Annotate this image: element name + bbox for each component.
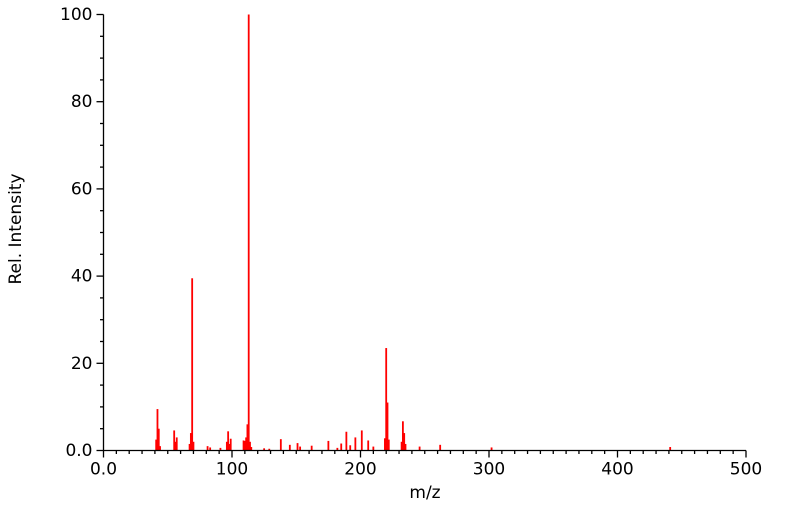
spectrum-peak bbox=[669, 447, 672, 451]
spectrum-peak bbox=[228, 443, 231, 451]
spectrum-peak bbox=[296, 443, 299, 451]
x-tick-label: 0.0 bbox=[90, 460, 117, 480]
spectrum-peak bbox=[189, 433, 192, 451]
x-tick-label: 100 bbox=[216, 460, 248, 480]
y-tick-label: 80 bbox=[71, 92, 93, 112]
x-tick-label: 300 bbox=[473, 460, 505, 480]
spectrum-peak bbox=[245, 437, 248, 451]
spectrum-peak bbox=[227, 431, 230, 451]
spectrum-peak bbox=[246, 424, 249, 451]
spectrum-peak bbox=[327, 440, 330, 451]
spectrum-peak bbox=[155, 439, 158, 451]
spectrum-peak bbox=[384, 438, 386, 451]
spectrum-peak bbox=[175, 437, 178, 451]
spectrum-peak bbox=[250, 447, 253, 451]
spectrum-peak bbox=[209, 447, 212, 451]
y-axis-title: Rel. Intensity bbox=[6, 173, 26, 285]
y-tick-label: 100 bbox=[60, 5, 92, 25]
spectrum-peak bbox=[157, 428, 160, 451]
spectrum-peak bbox=[243, 440, 246, 451]
y-tick-label: 40 bbox=[71, 267, 93, 287]
spectrum-peak bbox=[310, 445, 313, 451]
spectrum-peak bbox=[219, 447, 222, 451]
spectrum-peak bbox=[387, 439, 390, 451]
spectrum-peak bbox=[225, 441, 228, 451]
spectrum-peak bbox=[268, 448, 271, 451]
spectrum-peak bbox=[490, 447, 493, 451]
spectrum-peak bbox=[229, 438, 232, 451]
spectrum-peak bbox=[156, 409, 159, 451]
spectrum-peak bbox=[249, 441, 251, 451]
y-tick-label: 60 bbox=[71, 179, 93, 199]
x-tick-label: 200 bbox=[344, 460, 376, 480]
spectrum-peak bbox=[263, 448, 266, 451]
spectrum-peak bbox=[360, 430, 363, 451]
spectrum-peak bbox=[340, 443, 343, 451]
spectrum-peak bbox=[403, 433, 406, 451]
spectrum-peak bbox=[174, 441, 177, 451]
x-tick-label: 500 bbox=[730, 460, 762, 480]
y-tick-label: 0.0 bbox=[65, 441, 92, 461]
spectrum-peak bbox=[288, 444, 291, 451]
spectrum-peak bbox=[354, 437, 357, 451]
spectrum-peak bbox=[173, 430, 176, 451]
spectrum-peak bbox=[299, 446, 302, 451]
spectrum-peak bbox=[188, 443, 191, 451]
spectrum-peak bbox=[349, 445, 352, 451]
spectrum-peak bbox=[439, 444, 442, 451]
x-axis-title: m/z bbox=[409, 483, 441, 503]
spectrum-peak bbox=[345, 431, 348, 451]
spectrum-peak bbox=[367, 440, 370, 451]
spectrum-peak bbox=[191, 278, 194, 451]
spectrum-peak bbox=[404, 443, 407, 451]
spectrum-peak bbox=[418, 446, 421, 451]
spectrum-peak bbox=[402, 421, 404, 451]
spectrum-peak bbox=[206, 446, 209, 451]
spectrum-peak bbox=[242, 440, 245, 451]
x-tick-label: 400 bbox=[601, 460, 633, 480]
spectrum-peak bbox=[385, 348, 388, 451]
spectrum-peak bbox=[372, 446, 375, 451]
spectrum-peak bbox=[400, 441, 403, 451]
spectrum-peak bbox=[159, 446, 161, 451]
y-tick-label: 20 bbox=[71, 354, 93, 374]
spectrum-peak bbox=[247, 14, 250, 451]
spectrum-peak bbox=[192, 441, 195, 451]
spectrum-peak bbox=[386, 402, 389, 451]
spectrum-peak bbox=[279, 439, 282, 451]
spectrum-peak bbox=[336, 447, 339, 451]
